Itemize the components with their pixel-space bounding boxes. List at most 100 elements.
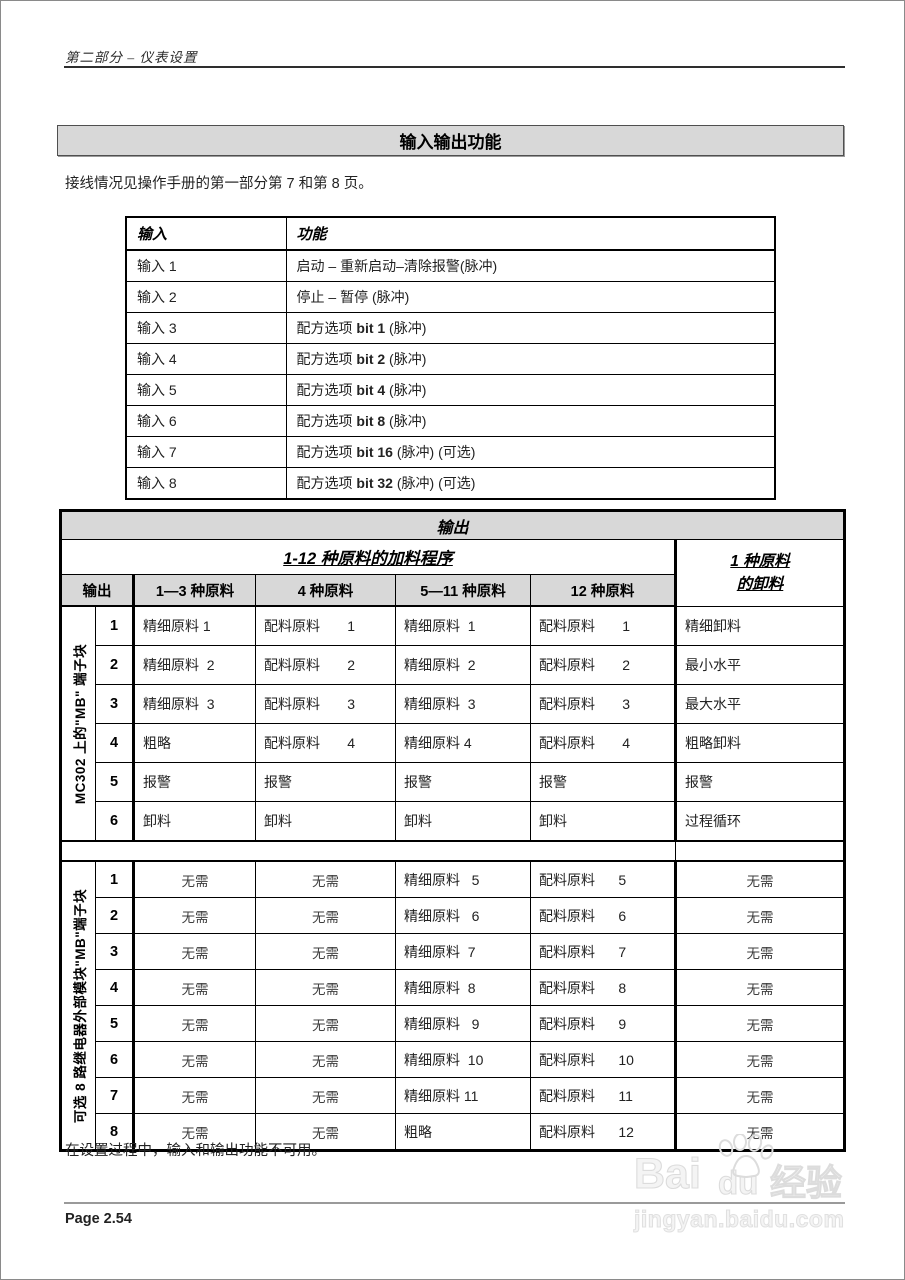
output-cell: 无需: [132, 1113, 256, 1151]
function-column-header: 功能: [285, 216, 776, 251]
output-number-cell: 2: [95, 645, 134, 685]
output-cell: 无需: [132, 1041, 256, 1078]
output-table-row: 8 无需 无需 粗略 配料原料 12 无需: [61, 1113, 846, 1151]
baidu-logo-jingyan: 经验: [769, 1162, 843, 1204]
output-cell: 粗略: [395, 1113, 531, 1151]
section-title: 输入输出功能: [399, 133, 502, 152]
output-cell: 无需: [132, 860, 256, 898]
baidu-logo-du: du: [717, 1163, 759, 1201]
input-table-row: 输入 2 停止 – 暂停 (脉冲): [125, 281, 776, 313]
function-cell: 启动 – 重新启动–清除报警(脉冲): [285, 249, 776, 282]
output-cell: 精细原料 7: [395, 933, 531, 970]
output-cell: 卸料: [132, 801, 256, 842]
output-cell: 配料原料 12: [530, 1113, 676, 1151]
output-table: 输出 1-12 种原料的加料程序 1 种原料 的卸料 输出 1—3 种原料 4 …: [59, 509, 847, 1152]
footer-rule: [64, 1202, 845, 1204]
output-table-row: MC302 上的"MB" 端子块 1 精细原料 1 配料原料 1 精细原料 1 配料原料 …: [60, 605, 846, 842]
output-cell: 无需: [673, 1077, 846, 1114]
output-number-cell: 4: [95, 969, 134, 1006]
relay-module-terminal-block-label: 可选 8 路继电器外部模块"MB"端子块: [60, 860, 96, 1151]
output-cell: 最小水平: [673, 645, 846, 685]
group-header-cell: 1-12 种原料的加料程序: [60, 539, 676, 575]
output-number-cell: 1: [95, 860, 134, 898]
output-cell: 配料原料 11: [530, 1077, 676, 1114]
spacer-row: [60, 840, 846, 862]
output-cell: 精细原料 1: [395, 605, 531, 646]
input-cell: 输入 1: [125, 249, 287, 282]
spacer-cell: [60, 840, 676, 862]
watermark-tagline: jingyan.baidu.com: [634, 1206, 845, 1233]
input-table-row: 输入 1 启动 – 重新启动–清除报警(脉冲): [125, 249, 776, 282]
function-cell: 配方选项 bit 4 (脉冲): [285, 374, 776, 406]
output-cell: 精细原料 10: [395, 1041, 531, 1078]
output-cell: 配料原料 9: [530, 1005, 676, 1042]
output-cell: 卸料: [395, 801, 531, 842]
output-table-row: 4 粗略 配料原料 4 精细原料 4 配料原料 4 粗略卸料: [61, 723, 846, 763]
group-header-text: 1-12 种原料的加料程序: [283, 550, 453, 568]
output-cell: 配料原料 4: [255, 723, 396, 763]
output-number-cell: 6: [95, 801, 134, 842]
output-cell: 无需: [132, 969, 256, 1006]
spacer-cell: [674, 840, 846, 862]
output-cell: 无需: [132, 933, 256, 970]
output-cell: 精细原料 9: [395, 1005, 531, 1042]
output-cell: 粗略卸料: [673, 723, 846, 763]
input-cell: 输入 5: [125, 374, 287, 406]
output-cell: 无需: [132, 1005, 256, 1042]
output-cell: 精细原料 6: [395, 897, 531, 934]
col-header-5-11: 5—11 种原料: [395, 574, 531, 607]
output-cell: 精细原料 1: [132, 605, 256, 646]
output-cell: 报警: [673, 762, 846, 802]
function-cell: 配方选项 bit 1 (脉冲): [285, 312, 776, 344]
input-cell: 输入 4: [125, 343, 287, 375]
output-cell: 配料原料 3: [255, 684, 396, 724]
output-table-row: 7 无需 无需 精细原料 11 配料原料 11 无需: [61, 1077, 846, 1114]
page-number: Page 2.54: [65, 1211, 132, 1227]
discharge-header-line2: 的卸料: [736, 575, 784, 593]
output-cell: 无需: [255, 897, 396, 934]
input-table-row: 输入 7 配方选项 bit 16 (脉冲) (可选): [125, 436, 776, 468]
output-band-row: 输出: [59, 510, 846, 540]
function-cell: 配方选项 bit 32 (脉冲) (可选): [285, 467, 776, 500]
section-title-bar: 输入输出功能: [57, 125, 844, 156]
output-cell: 过程循环: [673, 801, 846, 842]
col-header-4: 4 种原料: [255, 574, 396, 607]
discharge-header-line1: 1 种原料: [730, 552, 790, 570]
output-column-header: 输出: [60, 574, 134, 607]
column-header-row: 输出 1—3 种原料 4 种原料 5—11 种原料 12 种原料: [60, 574, 845, 607]
input-cell: 输入 7: [125, 436, 287, 468]
output-number-cell: 1: [95, 605, 134, 646]
output-number-cell: 5: [95, 762, 134, 802]
output-cell: 卸料: [530, 801, 676, 842]
running-header: 第二部分 – 仪表设置: [65, 50, 198, 65]
col-header-1-3: 1—3 种原料: [132, 574, 256, 607]
output-cell: 精细原料 5: [395, 860, 531, 898]
header-rule: [64, 66, 845, 68]
output-cell: 无需: [673, 1113, 846, 1151]
input-cell: 输入 3: [125, 312, 287, 344]
discharge-column-header: 1 种原料 的卸料: [673, 539, 846, 607]
output-cell: 最大水平: [673, 684, 846, 724]
intro-text: 接线情况见操作手册的第一部分第 7 和第 8 页。: [65, 176, 373, 192]
output-number-cell: 6: [95, 1041, 134, 1078]
output-table-row: 5 报警 报警 报警 报警 报警: [61, 762, 846, 802]
col-header-12: 12 种原料: [530, 574, 676, 607]
group-header-row: 1-12 种原料的加料程序 1 种原料 的卸料: [60, 539, 846, 607]
output-cell: 报警: [132, 762, 256, 802]
output-cell: 无需: [255, 1041, 396, 1078]
output-cell: 无需: [255, 1113, 396, 1151]
output-number-cell: 5: [95, 1005, 134, 1042]
output-table-row: 6 卸料 卸料 卸料 卸料 过程循环: [61, 801, 846, 842]
output-table-row: 6 无需 无需 精细原料 10 配料原料 10 无需: [61, 1041, 846, 1078]
note-text: 在设置过程中，输入和输出功能不可用。: [65, 1143, 326, 1159]
function-cell: 配方选项 bit 16 (脉冲) (可选): [285, 436, 776, 468]
output-table-row: 2 精细原料 2 配料原料 2 精细原料 2 配料原料 2 最小水平: [61, 645, 846, 685]
output-cell: 精细原料 8: [395, 969, 531, 1006]
output-table-row: 可选 8 路继电器外部模块"MB"端子块 1 无需 无需 精细原料 5 配料原料 5 无需: [60, 860, 846, 1151]
function-cell: 配方选项 bit 2 (脉冲): [285, 343, 776, 375]
output-cell: 配料原料 3: [530, 684, 676, 724]
input-table-row: 输入 3 配方选项 bit 1 (脉冲): [125, 312, 776, 344]
output-cell: 精细原料 11: [395, 1077, 531, 1114]
function-cell: 配方选项 bit 8 (脉冲): [285, 405, 776, 437]
output-cell: 无需: [673, 897, 846, 934]
